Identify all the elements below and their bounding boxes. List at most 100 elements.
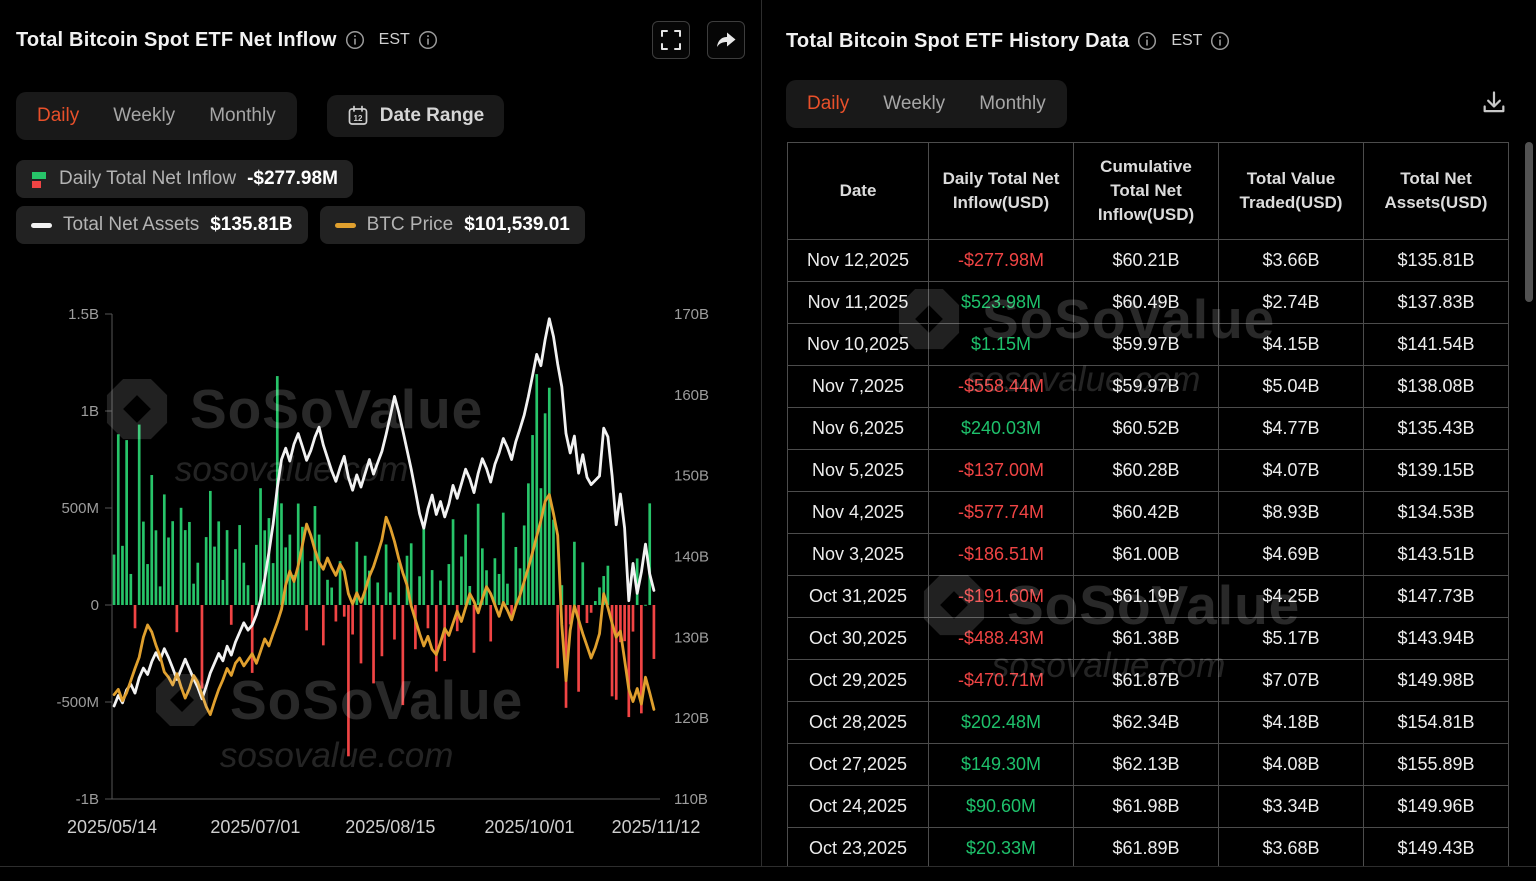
period-tabs: Daily Weekly Monthly xyxy=(786,80,1067,128)
cell-net-assets: $149.96B xyxy=(1363,785,1509,828)
svg-text:12: 12 xyxy=(353,114,362,123)
net-inflow-header: Total Bitcoin Spot ETF Net Inflow EST xyxy=(16,20,745,60)
tab-daily[interactable]: Daily xyxy=(20,96,96,136)
tab-monthly[interactable]: Monthly xyxy=(962,84,1063,124)
table-row: Nov 5,2025 -$137.00M $60.28B $4.07B $139.15B xyxy=(787,449,1509,492)
cell-date: Oct 27,2025 xyxy=(787,743,929,786)
svg-text:1B: 1B xyxy=(81,403,99,420)
share-button[interactable] xyxy=(707,21,745,59)
cell-net-assets: $139.15B xyxy=(1363,449,1509,492)
assets-legend-icon xyxy=(31,222,52,228)
info-icon[interactable] xyxy=(1210,31,1230,51)
inflow-chart[interactable]: 1.5B 1B 500M 0 -500M -1B 170B 160B 150B 140B 130B 1… xyxy=(6,252,752,852)
table-row: Nov 11,2025 $523.98M $60.49B $2.74B $137.83B xyxy=(787,281,1509,324)
cell-date: Nov 6,2025 xyxy=(787,407,929,450)
bottom-divider xyxy=(0,866,1536,867)
chart-actions xyxy=(652,21,745,59)
info-icon[interactable] xyxy=(418,30,438,50)
net-inflow-title: Total Bitcoin Spot ETF Net Inflow xyxy=(16,28,337,51)
history-table-body: Nov 12,2025 -$277.98M $60.21B $3.66B $135.81… xyxy=(787,239,1509,870)
info-icon[interactable] xyxy=(1137,31,1157,51)
download-button[interactable] xyxy=(1476,86,1512,123)
table-row: Nov 6,2025 $240.03M $60.52B $4.77B $135.43B xyxy=(787,407,1509,450)
cell-daily-inflow: -$186.51M xyxy=(928,533,1074,576)
cell-net-assets: $154.81B xyxy=(1363,701,1509,744)
cell-net-assets: $149.43B xyxy=(1363,827,1509,870)
table-row: Nov 3,2025 -$186.51M $61.00B $4.69B $143.51B xyxy=(787,533,1509,576)
svg-text:2025/11/12: 2025/11/12 xyxy=(612,817,701,837)
cell-value-traded: $4.08B xyxy=(1218,743,1364,786)
table-scrollbar[interactable] xyxy=(1525,142,1533,302)
svg-text:2025/08/15: 2025/08/15 xyxy=(345,817,435,837)
legend-btc[interactable]: BTC Price $101,539.01 xyxy=(319,206,585,244)
cell-cumulative-inflow: $61.89B xyxy=(1073,827,1219,870)
cell-net-assets: $137.83B xyxy=(1363,281,1509,324)
cell-date: Oct 29,2025 xyxy=(787,659,929,702)
cell-net-assets: $134.53B xyxy=(1363,491,1509,534)
calendar-icon: 12 xyxy=(348,105,368,125)
svg-text:0: 0 xyxy=(91,597,99,614)
cell-value-traded: $5.17B xyxy=(1218,617,1364,660)
cell-net-assets: $135.43B xyxy=(1363,407,1509,450)
history-table: Date Daily Total Net Inflow(USD) Cumulat… xyxy=(787,142,1509,870)
col-header-net-assets: Total Net Assets(USD) xyxy=(1363,142,1509,240)
cell-date: Nov 4,2025 xyxy=(787,491,929,534)
cell-cumulative-inflow: $60.52B xyxy=(1073,407,1219,450)
cell-value-traded: $7.07B xyxy=(1218,659,1364,702)
cell-cumulative-inflow: $59.97B xyxy=(1073,365,1219,408)
svg-text:120B: 120B xyxy=(674,710,709,727)
cell-net-assets: $143.51B xyxy=(1363,533,1509,576)
fullscreen-icon xyxy=(661,30,681,50)
col-header-daily-inflow: Daily Total Net Inflow(USD) xyxy=(928,142,1074,240)
table-row: Nov 10,2025 $1.15M $59.97B $4.15B $141.54B xyxy=(787,323,1509,366)
cell-value-traded: $4.77B xyxy=(1218,407,1364,450)
svg-text:160B: 160B xyxy=(674,387,709,404)
cell-net-assets: $155.89B xyxy=(1363,743,1509,786)
cell-value-traded: $4.25B xyxy=(1218,575,1364,618)
info-icon[interactable] xyxy=(345,30,365,50)
cell-daily-inflow: $149.30M xyxy=(928,743,1074,786)
timezone-label: EST xyxy=(1171,32,1203,49)
tab-weekly[interactable]: Weekly xyxy=(866,84,962,124)
tab-weekly[interactable]: Weekly xyxy=(96,96,192,136)
cell-daily-inflow: $1.15M xyxy=(928,323,1074,366)
btc-legend-icon xyxy=(334,222,356,228)
cell-cumulative-inflow: $60.49B xyxy=(1073,281,1219,324)
fullscreen-button[interactable] xyxy=(652,21,690,59)
cell-cumulative-inflow: $61.00B xyxy=(1073,533,1219,576)
tab-daily[interactable]: Daily xyxy=(790,84,866,124)
chart-area: 1.5B 1B 500M 0 -500M -1B 170B 160B 150B 140B 130B 1… xyxy=(6,252,761,857)
cell-daily-inflow: $523.98M xyxy=(928,281,1074,324)
legend-row-lines: Total Net Assets $135.81B BTC Price $101… xyxy=(16,206,745,244)
svg-text:110B: 110B xyxy=(674,791,708,808)
legend-assets[interactable]: Total Net Assets $135.81B xyxy=(16,206,308,244)
cell-net-assets: $138.08B xyxy=(1363,365,1509,408)
svg-text:2025/07/01: 2025/07/01 xyxy=(210,817,300,837)
cell-daily-inflow: -$191.60M xyxy=(928,575,1074,618)
cell-date: Nov 7,2025 xyxy=(787,365,929,408)
cell-cumulative-inflow: $60.21B xyxy=(1073,239,1219,282)
legend-inflow[interactable]: Daily Total Net Inflow -$277.98M xyxy=(16,160,353,198)
history-controls: Daily Weekly Monthly xyxy=(786,80,1512,128)
legend-btc-label: BTC Price xyxy=(366,214,454,235)
col-header-date: Date xyxy=(787,142,929,240)
table-header-row: Date Daily Total Net Inflow(USD) Cumulat… xyxy=(787,142,1509,240)
history-title: Total Bitcoin Spot ETF History Data xyxy=(786,29,1130,52)
cell-daily-inflow: $90.60M xyxy=(928,785,1074,828)
cell-value-traded: $5.04B xyxy=(1218,365,1364,408)
date-range-button[interactable]: 12 Date Range xyxy=(326,95,505,137)
table-row: Oct 31,2025 -$191.60M $61.19B $4.25B $147.73… xyxy=(787,575,1509,618)
share-icon xyxy=(717,32,736,47)
svg-text:170B: 170B xyxy=(674,306,709,323)
tab-monthly[interactable]: Monthly xyxy=(192,96,293,136)
cell-cumulative-inflow: $62.34B xyxy=(1073,701,1219,744)
col-header-value-traded: Total Value Traded(USD) xyxy=(1218,142,1364,240)
cell-date: Nov 10,2025 xyxy=(787,323,929,366)
table-row: Oct 24,2025 $90.60M $61.98B $3.34B $149.96B xyxy=(787,785,1509,828)
cell-daily-inflow: -$470.71M xyxy=(928,659,1074,702)
legend-inflow-value: -$277.98M xyxy=(247,168,338,189)
cell-date: Nov 5,2025 xyxy=(787,449,929,492)
cell-net-assets: $143.94B xyxy=(1363,617,1509,660)
history-header: Total Bitcoin Spot ETF History Data EST xyxy=(786,26,1512,56)
